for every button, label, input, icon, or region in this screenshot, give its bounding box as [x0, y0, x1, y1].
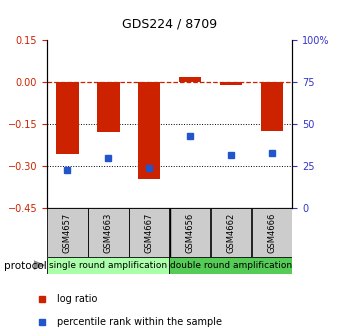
- Bar: [220, 82, 242, 85]
- Bar: [97, 82, 119, 132]
- Text: single round amplification: single round amplification: [49, 261, 168, 270]
- Text: GSM4656: GSM4656: [186, 213, 195, 253]
- Text: GDS224 / 8709: GDS224 / 8709: [122, 17, 217, 30]
- Text: GSM4657: GSM4657: [63, 213, 72, 253]
- Bar: [252, 208, 292, 257]
- Text: GSM4667: GSM4667: [145, 212, 154, 253]
- Bar: [169, 257, 293, 274]
- Text: GSM4666: GSM4666: [268, 212, 277, 253]
- Bar: [56, 82, 79, 154]
- Bar: [138, 82, 161, 179]
- Text: double round amplification: double round amplification: [170, 261, 292, 270]
- Bar: [261, 82, 283, 131]
- Text: GSM4663: GSM4663: [104, 212, 113, 253]
- Bar: [129, 208, 169, 257]
- Bar: [211, 208, 251, 257]
- Text: percentile rank within the sample: percentile rank within the sample: [57, 317, 222, 327]
- Text: log ratio: log ratio: [57, 294, 98, 304]
- Polygon shape: [34, 260, 45, 270]
- Bar: [170, 208, 210, 257]
- Text: protocol: protocol: [4, 261, 46, 271]
- Bar: [47, 208, 88, 257]
- Text: GSM4662: GSM4662: [227, 213, 235, 253]
- Bar: [47, 257, 169, 274]
- Bar: [88, 208, 129, 257]
- Bar: [179, 77, 201, 82]
